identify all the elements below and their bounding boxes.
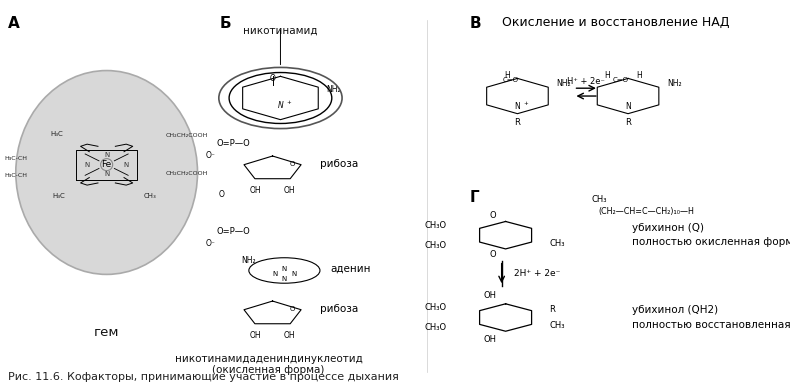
Ellipse shape	[16, 71, 198, 274]
Text: O: O	[290, 306, 295, 312]
Text: Окисление и восстановление НАД: Окисление и восстановление НАД	[502, 16, 729, 29]
Text: полностью восстановленная форма: полностью восстановленная форма	[632, 319, 790, 330]
Text: N: N	[273, 270, 277, 277]
Text: C=O: C=O	[502, 77, 518, 83]
Text: (окисленная форма): (окисленная форма)	[213, 365, 325, 376]
Text: H: H	[636, 71, 641, 80]
Text: А: А	[8, 16, 20, 31]
Text: O: O	[270, 74, 276, 83]
Text: CH₃: CH₃	[144, 193, 156, 199]
Text: OH: OH	[284, 331, 295, 340]
Text: CH₃: CH₃	[549, 239, 565, 247]
Text: аденин: аденин	[330, 263, 371, 274]
Text: O: O	[218, 190, 224, 198]
Text: OH: OH	[250, 186, 261, 195]
Text: N: N	[292, 270, 296, 277]
Text: N: N	[625, 102, 631, 111]
Text: N: N	[514, 102, 521, 111]
Text: R: R	[549, 305, 555, 314]
Text: O=P—O: O=P—O	[216, 227, 250, 236]
Text: NH₂: NH₂	[242, 256, 256, 265]
Text: H⁺ + 2e⁻: H⁺ + 2e⁻	[567, 77, 605, 85]
Text: CH₃: CH₃	[549, 321, 565, 330]
Text: OH: OH	[250, 331, 261, 340]
Text: CH₂CH₂COOH: CH₂CH₂COOH	[165, 171, 208, 176]
Text: NH₂: NH₂	[667, 79, 682, 88]
Text: N: N	[104, 152, 109, 158]
Text: Г: Г	[470, 190, 480, 205]
Text: полностью окисленная форма: полностью окисленная форма	[632, 237, 790, 247]
Ellipse shape	[249, 258, 320, 283]
Text: O: O	[490, 250, 496, 259]
Text: O=P—O: O=P—O	[216, 139, 250, 147]
Text: NH₂: NH₂	[557, 79, 571, 88]
Text: 2H⁺ + 2e⁻: 2H⁺ + 2e⁻	[514, 269, 560, 278]
Text: CH₃O: CH₃O	[424, 303, 446, 312]
Text: OH: OH	[284, 186, 295, 195]
Text: Рис. 11.6. Кофакторы, принимающие участие в процессе дыхания: Рис. 11.6. Кофакторы, принимающие участи…	[8, 372, 399, 382]
Text: рибоза: рибоза	[320, 304, 358, 314]
Text: OH: OH	[483, 292, 496, 300]
Text: CH₂CH₂COOH: CH₂CH₂COOH	[165, 133, 208, 138]
Text: O: O	[290, 161, 295, 167]
Text: CH₃: CH₃	[591, 196, 607, 204]
Text: OH: OH	[483, 335, 496, 343]
Text: H₃C: H₃C	[52, 193, 66, 199]
Text: CH₃O: CH₃O	[424, 221, 446, 230]
Text: N: N	[85, 162, 90, 168]
Text: Б: Б	[220, 16, 231, 31]
Text: В: В	[470, 16, 482, 31]
Text: NH₂: NH₂	[327, 85, 341, 94]
Text: H₃C: H₃C	[51, 131, 63, 138]
Text: CH₃O: CH₃O	[424, 323, 446, 332]
Text: H₃C-CH: H₃C-CH	[4, 173, 27, 178]
Text: гем: гем	[94, 326, 119, 339]
Text: N: N	[282, 276, 287, 282]
Circle shape	[229, 73, 332, 123]
Text: O: O	[490, 211, 496, 220]
Text: убихинон (Q): убихинон (Q)	[632, 223, 704, 233]
Text: +: +	[524, 102, 529, 106]
Text: (CH₂—CH=C—CH₂)₁₀—H: (CH₂—CH=C—CH₂)₁₀—H	[599, 207, 694, 216]
Text: C=O: C=O	[613, 77, 629, 83]
Text: Fe: Fe	[102, 160, 111, 169]
Text: N: N	[282, 265, 287, 272]
Text: R: R	[514, 118, 521, 127]
Text: R: R	[625, 118, 631, 127]
Text: N: N	[277, 101, 284, 110]
Text: рибоза: рибоза	[320, 159, 358, 169]
Text: CH₃O: CH₃O	[424, 241, 446, 249]
Text: O⁻: O⁻	[206, 151, 216, 160]
Text: O⁻: O⁻	[206, 239, 216, 248]
Text: H: H	[604, 71, 610, 80]
Text: N: N	[123, 162, 129, 168]
Text: никотинамид: никотинамид	[243, 25, 318, 36]
Text: никотинамидадениндинуклеотид: никотинамидадениндинуклеотид	[175, 354, 363, 364]
Text: убихинол (QH2): убихинол (QH2)	[632, 305, 718, 316]
Text: H₃C-CH: H₃C-CH	[4, 156, 27, 161]
Text: +: +	[286, 100, 291, 105]
Text: H: H	[504, 71, 510, 80]
Text: N: N	[104, 171, 109, 177]
